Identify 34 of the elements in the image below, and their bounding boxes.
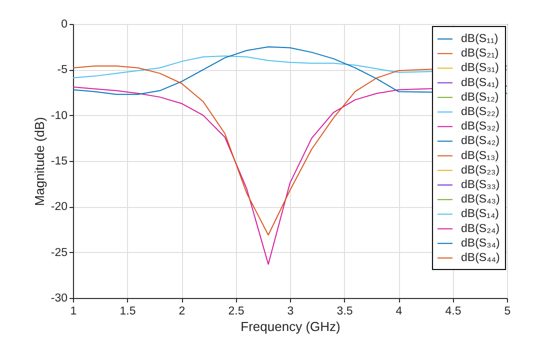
x-tick-label: 4 [396, 306, 403, 318]
x-tick-label: 3 [287, 306, 294, 318]
x-tick-label: 1.5 [120, 306, 136, 318]
y-tick-label: -10 [50, 110, 68, 122]
legend-label: dB(S₂₃) [461, 164, 500, 176]
legend-label: dB(S₃₂) [461, 120, 500, 133]
legend-label: dB(S₃₁) [461, 62, 500, 74]
legend-label: dB(S₂₂) [461, 106, 500, 118]
x-tick-label: 2.5 [228, 306, 244, 318]
y-tick-label: 0 [61, 18, 68, 30]
x-tick-label: 3.5 [336, 306, 353, 318]
y-tick-label: -25 [50, 246, 68, 259]
legend-label: dB(S₄₂) [461, 135, 500, 148]
legend-label: dB(S₂₁) [461, 48, 499, 60]
x-tick-label: 5 [504, 306, 511, 318]
y-axis-title: Magnitude (dB) [32, 117, 47, 206]
x-axis-title: Frequency (GHz) [240, 319, 340, 334]
legend-label: dB(S₄₁) [461, 76, 500, 89]
legend-label: dB(S₄₃) [461, 194, 500, 206]
legend-label: dB(S₁₂) [461, 91, 499, 104]
legend-label: dB(S₁₄) [461, 208, 500, 220]
legend-label: dB(S₁₃) [461, 150, 500, 162]
x-tick-label: 1 [70, 306, 77, 318]
legend-label: dB(S₃₃) [461, 179, 500, 191]
y-tick-label: -5 [57, 64, 68, 76]
legend-label: dB(S₃₄) [461, 237, 500, 250]
y-tick-label: -15 [50, 156, 68, 168]
legend-label: dB(S₄₄) [461, 252, 500, 264]
x-tick-label: 4.5 [445, 306, 462, 318]
legend-label: dB(S₂₄) [461, 222, 500, 235]
legend-label: dB(S₁₁) [461, 33, 498, 45]
y-tick-label: -20 [50, 201, 68, 214]
x-tick-label: 2 [178, 306, 186, 318]
y-tick-label: -30 [50, 292, 68, 304]
